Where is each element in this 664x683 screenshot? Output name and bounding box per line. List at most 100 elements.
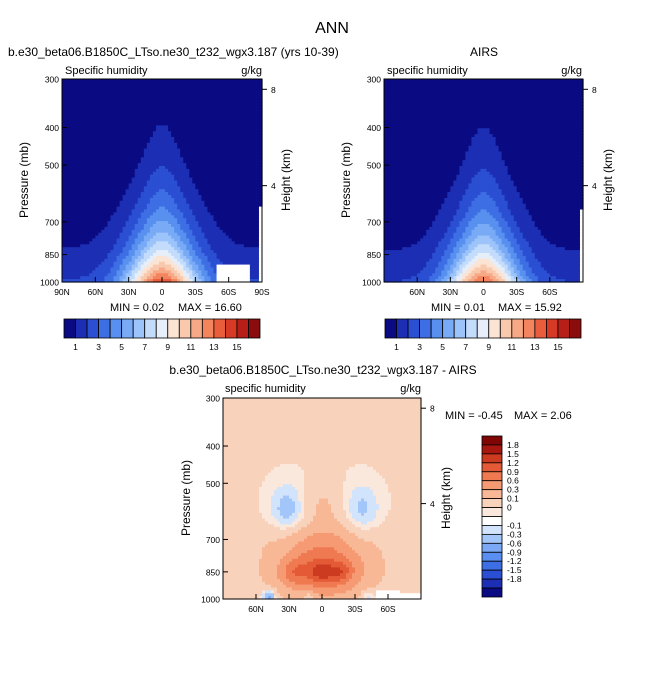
- contour-cell: [119, 200, 124, 205]
- contour-cell: [134, 93, 139, 97]
- contour-cell: [110, 209, 115, 213]
- x-tick-label: 90S: [254, 287, 269, 297]
- contour-cell: [158, 209, 163, 213]
- contour-cell: [171, 250, 175, 254]
- contour-cell: [246, 279, 251, 283]
- contour-cell: [80, 235, 84, 240]
- contour-cell: [201, 128, 206, 132]
- contour-cell: [195, 90, 199, 95]
- contour-cell: [149, 253, 154, 257]
- contour-cell: [140, 226, 145, 231]
- contour-cell: [222, 224, 227, 228]
- contour-cell: [204, 258, 209, 263]
- contour-cell: [183, 258, 187, 263]
- contour-cell: [165, 137, 169, 141]
- contour-cell: [101, 235, 106, 240]
- contour-cell: [219, 160, 224, 164]
- contour-cell: [252, 255, 257, 260]
- contour-cell: [83, 261, 87, 266]
- contour-cell: [222, 203, 227, 208]
- contour-cell: [77, 215, 81, 219]
- contour-cell: [92, 264, 96, 269]
- contour-cell: [104, 229, 109, 234]
- contour-cell: [77, 250, 81, 254]
- contour-cell: [213, 131, 218, 135]
- contour-cell: [384, 81, 388, 86]
- contour-cell: [77, 116, 81, 121]
- contour-cell: [258, 180, 263, 184]
- contour-cell: [162, 168, 166, 173]
- contour-cell: [162, 279, 166, 283]
- contour-cell: [116, 258, 121, 263]
- contour-cell: [549, 79, 554, 83]
- colorbar-swatch: [144, 318, 157, 339]
- contour-cell: [95, 142, 99, 147]
- contour-cell: [210, 195, 215, 199]
- contour-cell: [195, 137, 199, 141]
- contour-cell: [98, 168, 102, 173]
- contour-cell: [104, 186, 109, 190]
- contour-cell: [125, 119, 130, 124]
- contour-cell: [128, 229, 133, 234]
- contour-cell: [113, 171, 118, 176]
- contour-cell: [201, 105, 206, 109]
- contour-cell: [204, 224, 209, 228]
- contour-cell: [155, 244, 160, 248]
- contour-cell: [192, 105, 196, 109]
- contour-cell: [122, 186, 127, 190]
- contour-cell: [155, 224, 160, 228]
- contour-cell: [210, 197, 215, 202]
- contour-cell: [162, 96, 166, 100]
- contour-cell: [213, 264, 218, 269]
- contour-cell: [186, 206, 190, 211]
- contour-cell: [492, 79, 497, 83]
- contour-cell: [131, 96, 136, 100]
- contour-cell: [249, 128, 254, 132]
- contour-cell: [171, 212, 175, 216]
- contour-cell: [149, 200, 154, 205]
- contour-cell: [134, 232, 139, 237]
- contour-cell: [122, 148, 127, 153]
- contour-cell: [92, 110, 96, 115]
- contour-cell: [216, 93, 221, 97]
- contour-cell: [249, 142, 254, 147]
- contour-cell: [246, 195, 251, 199]
- contour-cell: [174, 171, 178, 176]
- contour-cell: [186, 90, 190, 95]
- contour-cell: [258, 244, 263, 248]
- contour-cell: [396, 84, 400, 89]
- contour-cell: [122, 177, 127, 182]
- contour-cell: [171, 241, 175, 245]
- contour-cell: [162, 90, 166, 95]
- contour-cell: [213, 142, 218, 147]
- contour-cell: [62, 137, 66, 141]
- contour-cell: [222, 168, 227, 173]
- contour-cell: [186, 238, 190, 242]
- contour-cell: [228, 192, 233, 196]
- contour-cell: [198, 226, 202, 231]
- contour-cell: [189, 276, 193, 280]
- contour-cell: [110, 203, 115, 208]
- contour-cell: [243, 264, 248, 269]
- contour-cell: [177, 81, 181, 86]
- contour-cell: [234, 267, 239, 271]
- contour-cell: [77, 267, 81, 271]
- contour-cell: [122, 244, 127, 248]
- contour-cell: [222, 171, 227, 176]
- contour-cell: [165, 113, 169, 118]
- contour-cell: [119, 79, 124, 83]
- contour-cell: [213, 105, 218, 109]
- contour-cell: [86, 218, 90, 222]
- contour-cell: [504, 87, 509, 92]
- contour-cell: [125, 183, 130, 187]
- contour-cell: [98, 87, 102, 92]
- contour-cell: [101, 102, 106, 106]
- contour-cell: [107, 244, 112, 248]
- contour-cell: [177, 235, 181, 240]
- contour-cell: [62, 128, 66, 132]
- contour-cell: [98, 261, 102, 266]
- contour-cell: [110, 79, 115, 83]
- contour-cell: [180, 171, 184, 176]
- contour-cell: [195, 235, 199, 240]
- contour-cell: [246, 90, 251, 95]
